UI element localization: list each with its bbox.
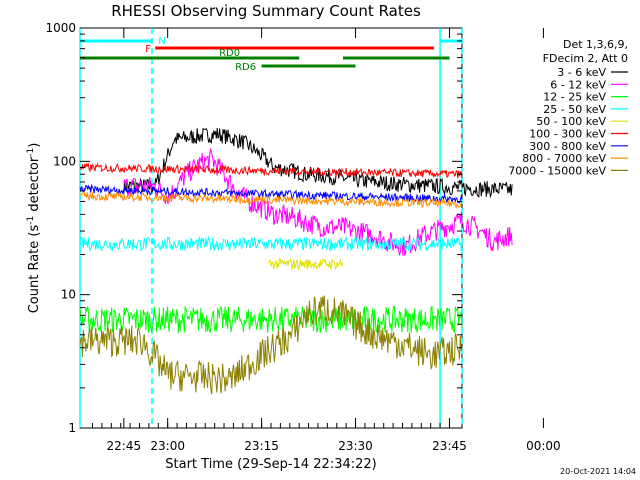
legend-header-line1: Det 1,3,6,9, xyxy=(563,38,628,51)
x-axis: 22:45 23:00 23:15 23:30 23:45 00:00 xyxy=(92,28,561,453)
y-axis-label-sup1: -1 xyxy=(26,216,36,225)
chart-title: RHESSI Observing Summary Count Rates xyxy=(111,2,421,20)
legend-label: 25 - 50 keV xyxy=(543,103,606,116)
y-tick-label: 1000 xyxy=(45,21,76,35)
x-tick-label: 00:00 xyxy=(526,439,561,453)
x-tick-label: 23:00 xyxy=(150,439,185,453)
legend: Det 1,3,6,9, FDecim 2, Att 0 3 - 6 keV6 … xyxy=(508,38,628,177)
legend-label: 7000 - 15000 keV xyxy=(508,164,606,177)
y-axis-label-end: ) xyxy=(27,143,42,148)
series-line-12-25-kev xyxy=(79,305,463,334)
y-axis: 1 10 100 1000 xyxy=(45,21,462,435)
legend-label: 100 - 300 keV xyxy=(529,128,606,141)
legend-label: 12 - 25 keV xyxy=(543,91,606,104)
series-line-3-6-kev xyxy=(123,127,513,199)
legend-label: 300 - 800 keV xyxy=(529,140,606,153)
legend-label: 800 - 7000 keV xyxy=(522,152,606,165)
x-tick-label: 22:45 xyxy=(107,439,142,453)
status-bar-label-f: F xyxy=(145,44,151,55)
y-axis-label-mid: detector xyxy=(27,156,42,216)
series-layer xyxy=(79,127,513,395)
status-bars: NF RD0 RD6 xyxy=(80,36,462,73)
x-tick-label: 23:45 xyxy=(432,439,467,453)
status-bar-label-n: N xyxy=(158,36,165,47)
series-line-25-50-kev xyxy=(79,235,463,252)
series-line-100-300-kev xyxy=(79,162,463,179)
y-axis-label-main: Count Rate (s xyxy=(27,225,42,314)
status-bar-label-rd0: RD0 xyxy=(219,48,240,59)
legend-label: 6 - 12 keV xyxy=(550,78,606,91)
y-tick-label: 10 xyxy=(61,288,76,302)
y-tick-label: 100 xyxy=(53,154,76,168)
legend-label: 50 - 100 keV xyxy=(536,115,606,128)
series-line-7000-15000-kev xyxy=(79,295,463,395)
status-bar-label-rd6: RD6 xyxy=(235,62,256,73)
series-line-50-100-kev xyxy=(267,257,344,271)
legend-label: 3 - 6 keV xyxy=(557,66,606,79)
y-tick-label: 1 xyxy=(68,421,76,435)
series-line-6-12-kev xyxy=(123,148,513,256)
y-axis-label: Count Rate (s-1 detector-1) xyxy=(26,143,42,314)
x-axis-label: Start Time (29-Sep-14 22:34:22) xyxy=(165,457,376,472)
y-axis-label-sup2: -1 xyxy=(26,148,36,157)
x-tick-label: 23:30 xyxy=(338,439,373,453)
footer-timestamp: 20-Oct-2021 14:04 xyxy=(560,467,636,476)
x-tick-label: 23:15 xyxy=(244,439,279,453)
legend-header-line2: FDecim 2, Att 0 xyxy=(543,52,628,65)
series-line-800-7000-kev xyxy=(79,191,463,210)
